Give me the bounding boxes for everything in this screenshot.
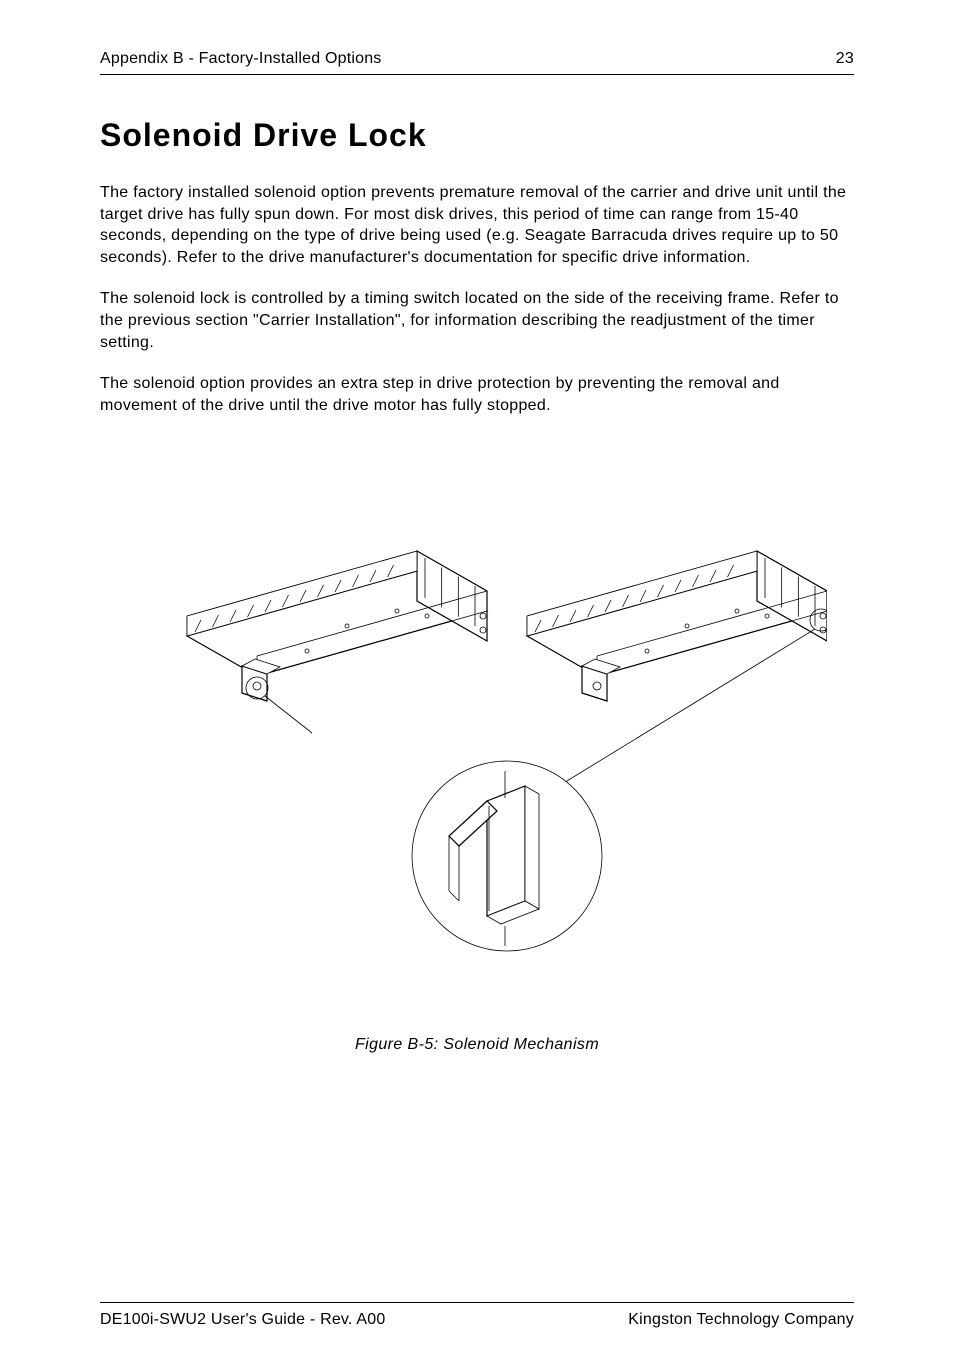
footer-left: DE100i-SWU2 User's Guide - Rev. A00 [100,1311,385,1329]
page-footer: DE100i-SWU2 User's Guide - Rev. A00 King… [100,1302,854,1329]
paragraph-2: The solenoid lock is controlled by a tim… [100,288,854,353]
paragraph-3: The solenoid option provides an extra st… [100,373,854,416]
header-page-number: 23 [836,50,854,68]
page-header: Appendix B - Factory-Installed Options 2… [100,50,854,75]
footer-right: Kingston Technology Company [628,1311,854,1329]
header-left: Appendix B - Factory-Installed Options [100,50,382,68]
section-title: Solenoid Drive Lock [100,117,854,154]
figure-container: Figure B-5: Solenoid Mechanism [100,476,854,1302]
figure-caption: Figure B-5: Solenoid Mechanism [355,1036,599,1054]
paragraph-1: The factory installed solenoid option pr… [100,182,854,268]
page: Appendix B - Factory-Installed Options 2… [0,0,954,1369]
solenoid-mechanism-diagram [127,476,827,996]
